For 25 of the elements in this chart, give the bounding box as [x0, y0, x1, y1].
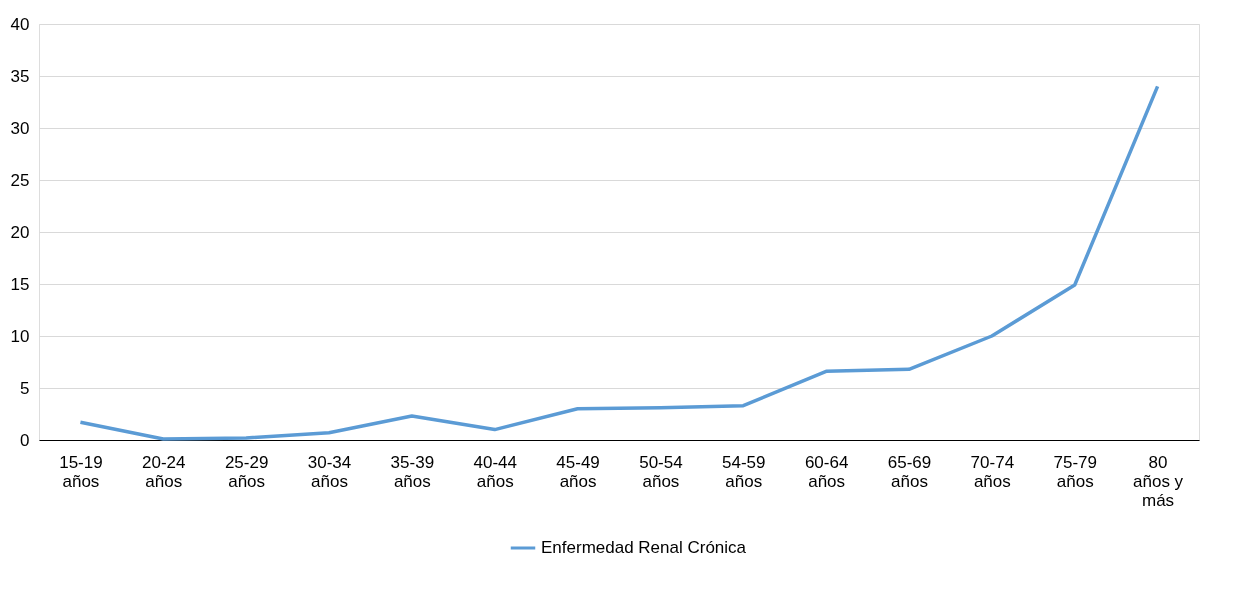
y-tick-label: 0: [20, 430, 30, 450]
y-tick-label: 35: [10, 66, 30, 86]
y-tick-label: 25: [10, 170, 30, 190]
y-tick-label: 30: [10, 118, 30, 138]
x-tick-label: 65-69 años: [887, 452, 932, 491]
x-tick-label: 30-34 años: [307, 452, 352, 491]
y-tick-label: 40: [10, 14, 30, 34]
line-series: [78, 84, 1160, 441]
x-tick-label: 54-59 años: [722, 452, 766, 491]
y-tick-label: 15: [10, 274, 30, 294]
y-tick-label: 5: [20, 378, 30, 398]
x-tick-label: 60-64 años: [804, 452, 849, 491]
y-tick-label: 10: [10, 326, 30, 346]
x-tick-label: 35-39 años: [390, 452, 435, 491]
x-tick-label: 25-29 años: [224, 452, 269, 491]
x-tick-label: 80 años y más: [1133, 452, 1184, 510]
x-tick-label: 20-24 años: [142, 452, 186, 491]
legend-label: Enfermedad Renal Crónica: [541, 538, 747, 557]
x-tick-label: 45-49 años: [556, 452, 600, 491]
x-tick-label: 50-54 años: [639, 452, 683, 491]
y-tick-label: 20: [10, 222, 30, 242]
x-tick-label: 75-79 años: [1053, 452, 1097, 491]
x-tick-label: 15-19 años: [59, 452, 103, 491]
x-tick-label: 40-44 años: [473, 452, 517, 491]
x-tick-label: 70-74 años: [970, 452, 1015, 491]
